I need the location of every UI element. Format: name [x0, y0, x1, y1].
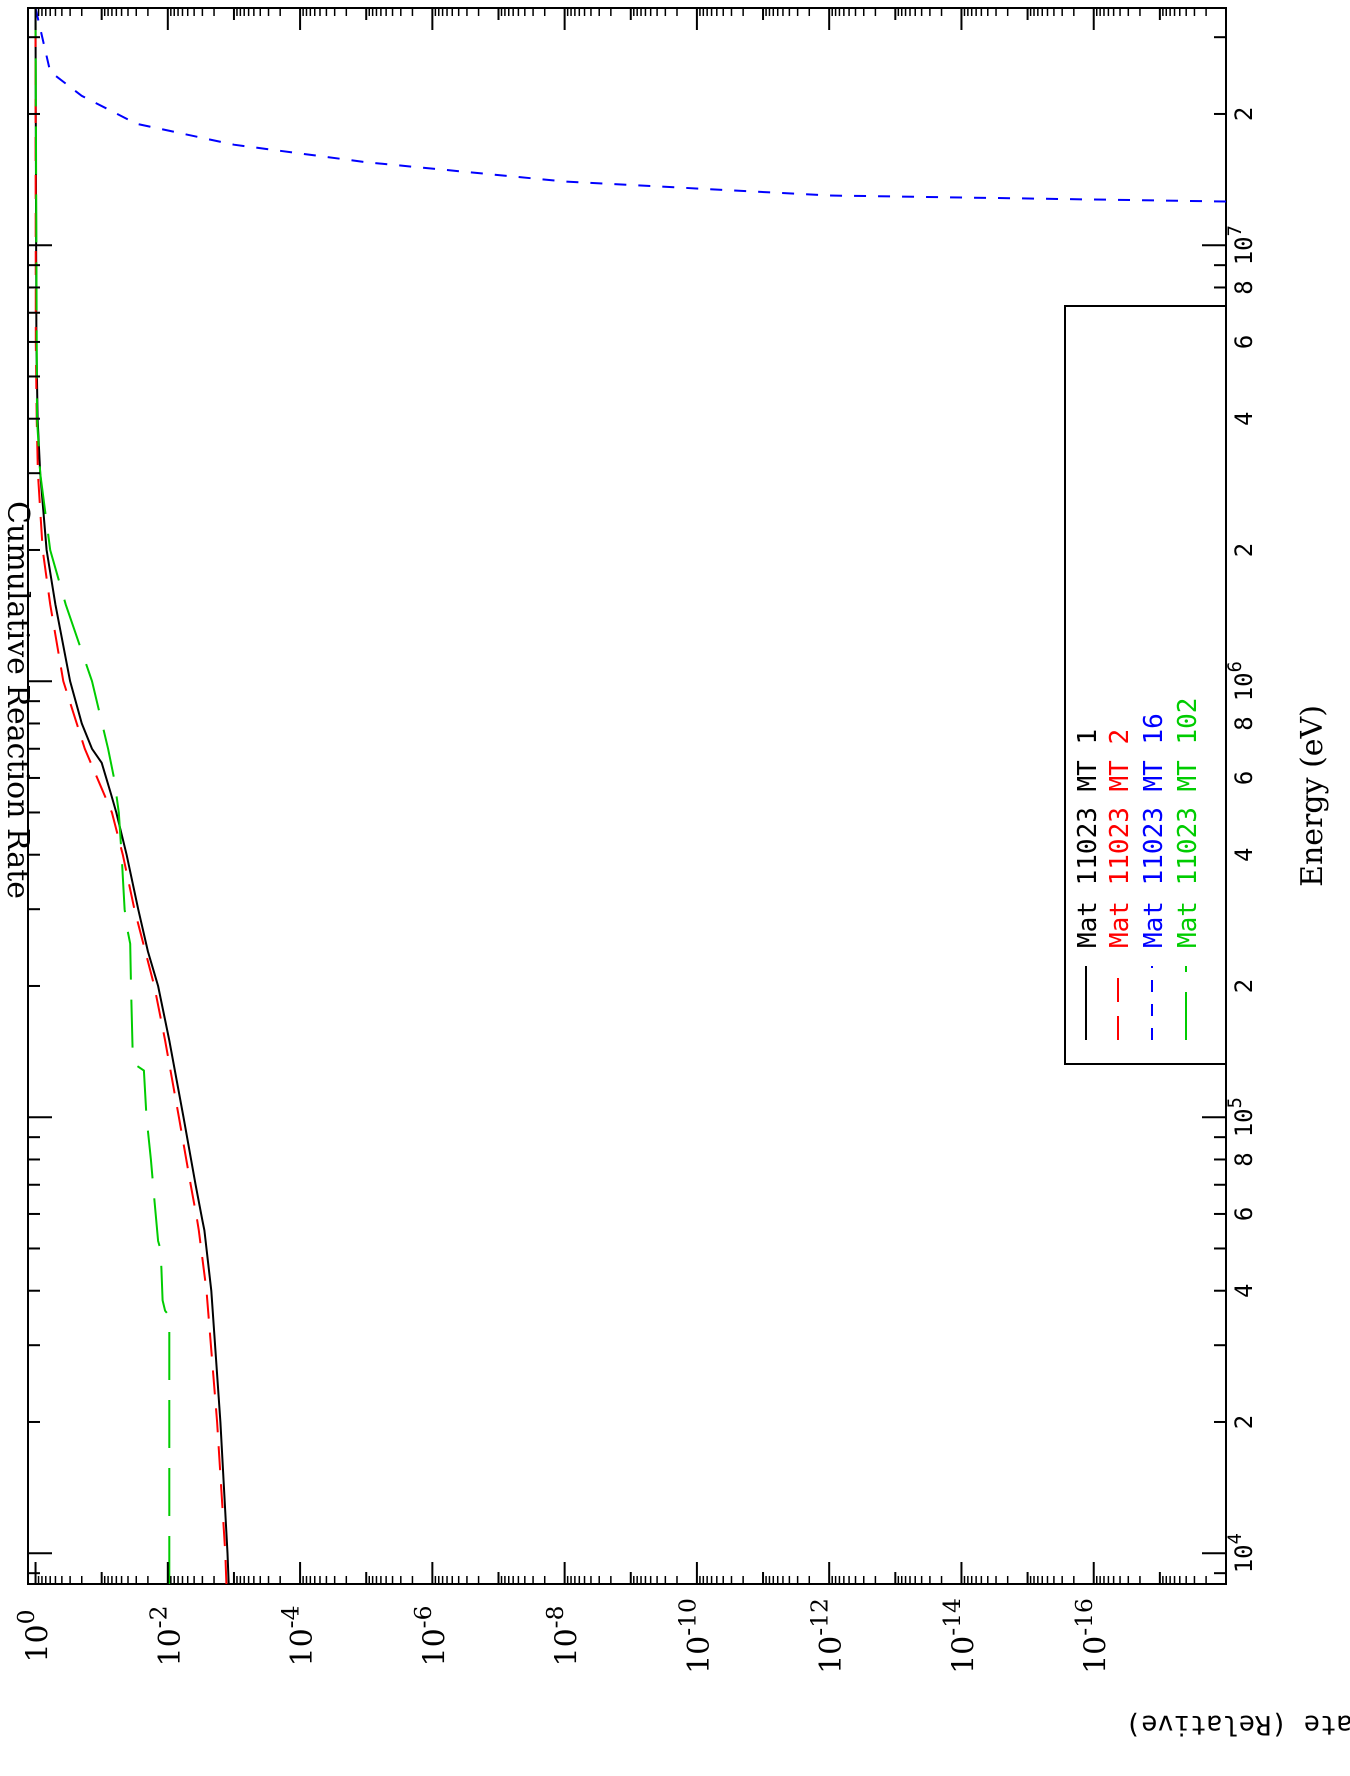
rate-tick-label: 10-8: [541, 1606, 585, 1667]
reaction-rate-axis: 100 10-2 10-4 10-6 10-8 10-10 10-12 10-14 10-16: [12, 8, 1227, 1674]
series-102-curve: [34, 7, 171, 1584]
rate-tick-label: 10-12: [806, 1598, 850, 1674]
rate-tick-label: 10-6: [409, 1606, 453, 1667]
energy-tick-label: 8: [1230, 1152, 1258, 1166]
energy-tick-label: 107: [1225, 225, 1258, 265]
energy-tick-label: 106: [1225, 661, 1258, 701]
energy-tick-label: 104: [1225, 1533, 1258, 1573]
energy-tick-label: 2: [1230, 107, 1258, 121]
legend-label: Mat 11023 MT 1: [1073, 729, 1103, 948]
rate-tick-label: 10-16: [1070, 1598, 1114, 1674]
series-1-curve: [34, 7, 230, 1585]
chart-title: Cumulative Reaction Rate: [0, 501, 35, 899]
energy-tick-label: 6: [1230, 335, 1258, 349]
energy-tick-label: 2: [1230, 1415, 1258, 1429]
energy-tick-label: 8: [1230, 280, 1258, 294]
legend-entries: Mat 11023 MT 1 Mat 11023 MT 2 Mat 11023 MT…: [1073, 698, 1203, 1040]
legend-label: Mat 11023 MT 102: [1173, 698, 1203, 948]
series-2-curve: [34, 7, 228, 1585]
energy-tick-label: 105: [1225, 1097, 1258, 1137]
energy-tick-label: 6: [1230, 771, 1258, 785]
energy-tick-label: 2: [1230, 979, 1258, 993]
energy-tick-label: 4: [1230, 847, 1258, 861]
legend-entry-mt-16: Mat 11023 MT 16: [1139, 713, 1169, 1040]
rate-tick-label: 10-10: [673, 1598, 717, 1674]
legend-entry-mt-1: Mat 11023 MT 1: [1073, 729, 1103, 1040]
y-axis-label: Reaction Rate (Relative): [1125, 1709, 1350, 1740]
x-axis-label: Energy (eV): [1295, 705, 1330, 887]
energy-tick-label: 6: [1230, 1207, 1258, 1221]
legend-entry-mt-102: Mat 11023 MT 102: [1173, 698, 1203, 1040]
rate-tick-label: 10-14: [938, 1598, 982, 1674]
energy-tick-label: 2: [1230, 543, 1258, 557]
energy-tick-label: 4: [1230, 411, 1258, 425]
rate-tick-label: 100: [12, 1609, 56, 1662]
series-16-curve: [34, 7, 1227, 203]
legend-label: Mat 11023 MT 16: [1139, 713, 1169, 948]
energy-tick-label: 4: [1230, 1283, 1258, 1297]
data-curves: [34, 7, 1227, 1585]
energy-tick-label: 8: [1230, 716, 1258, 730]
rate-tick-label: 10-4: [277, 1606, 321, 1667]
plot-frame: [27, 7, 1227, 1585]
legend-entry-mt-2: Mat 11023 MT 2: [1105, 729, 1135, 1040]
legend-box: [1064, 305, 1227, 1065]
legend-label: Mat 11023 MT 2: [1105, 729, 1135, 948]
plot-area: 104 2 4 6 8 105 2 4 6 8 106 2 4 6 8 107 2 100 10-2 10-4 10-…: [12, 7, 1258, 1674]
energy-axis: 104 2 4 6 8 105 2 4 6 8 106 2 4 6 8 107 2: [28, 36, 1258, 1575]
rate-tick-label: 10-2: [144, 1606, 188, 1667]
legend: Mat 11023 MT 1 Mat 11023 MT 2 Mat 11023 MT…: [1064, 305, 1227, 1065]
